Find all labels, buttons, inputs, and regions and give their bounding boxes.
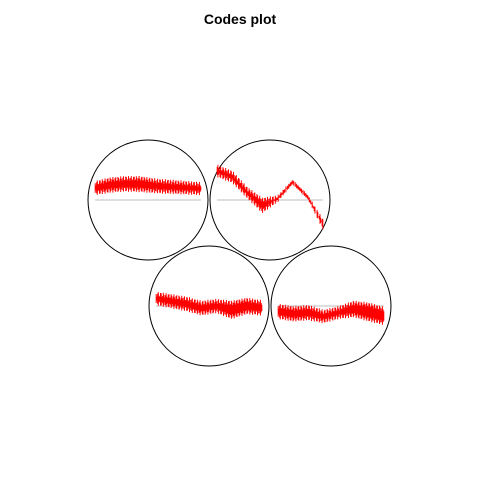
code-units xyxy=(87,139,392,367)
code-series xyxy=(216,164,324,230)
code-series xyxy=(155,292,263,319)
code-unit-3 xyxy=(148,245,270,367)
code-unit-1 xyxy=(87,139,209,261)
unit-circle xyxy=(87,139,209,261)
unit-circle xyxy=(148,245,270,367)
unit-circle xyxy=(270,245,392,367)
code-unit-2 xyxy=(209,139,331,261)
chart-title: Codes plot xyxy=(204,11,277,27)
unit-circle xyxy=(209,139,331,261)
code-series xyxy=(277,300,385,325)
code-unit-4 xyxy=(270,245,392,367)
code-series xyxy=(94,176,202,196)
